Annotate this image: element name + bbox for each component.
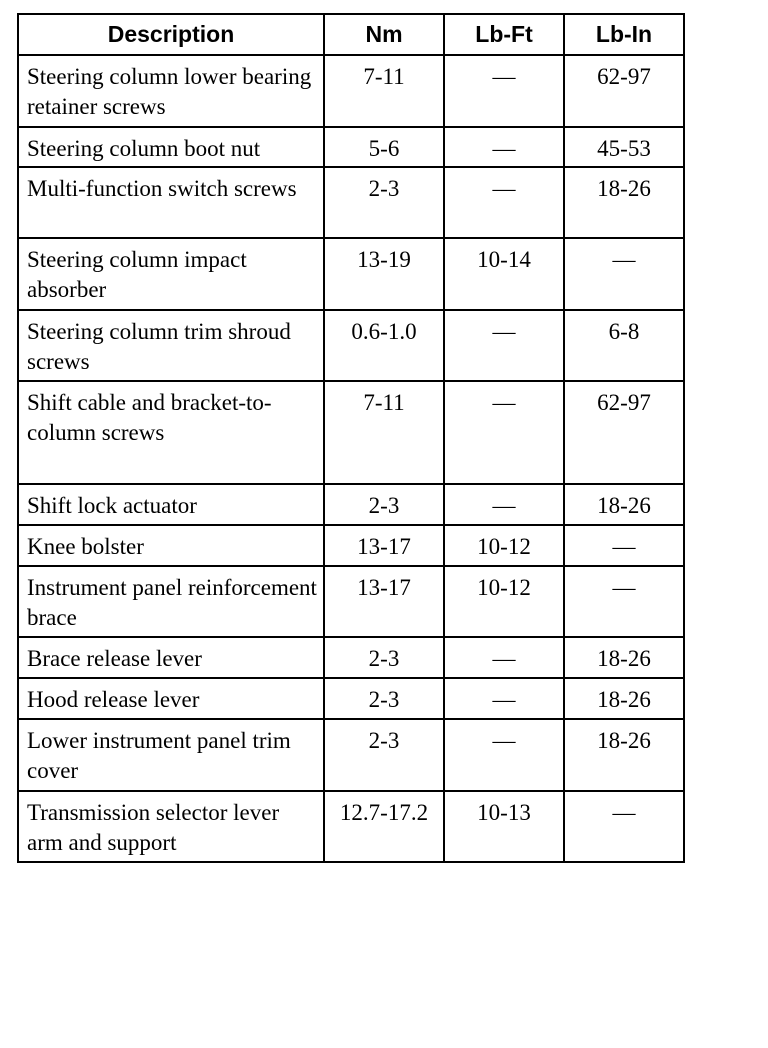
value-cell: — (443, 166, 565, 239)
header-cell: Lb-Ft (443, 13, 565, 56)
value-cell: 45-53 (563, 126, 685, 168)
table-row: Shift cable and bracket-to-column screws… (17, 380, 685, 485)
table-row: Hood release lever 2-3—18-26 (17, 677, 685, 720)
value-cell: 13-17 (323, 565, 445, 638)
value-cell: 12.7-17.2 (323, 790, 445, 863)
value-cell: 0.6-1.0 (323, 309, 445, 382)
value-cell: — (563, 565, 685, 638)
value-cell: — (563, 524, 685, 567)
value-cell: — (443, 309, 565, 382)
value-cell: 5-6 (323, 126, 445, 168)
value-cell: 18-26 (563, 677, 685, 720)
value-cell: 2-3 (323, 166, 445, 239)
value-cell: — (443, 677, 565, 720)
description-cell: Knee bolster (17, 524, 325, 567)
value-cell: — (443, 54, 565, 128)
table-row: Transmission selector lever arm and supp… (17, 790, 685, 863)
value-cell: 7-11 (323, 54, 445, 128)
value-cell: 18-26 (563, 718, 685, 792)
value-cell: 7-11 (323, 380, 445, 485)
value-cell: — (563, 237, 685, 311)
value-cell: 62-97 (563, 54, 685, 128)
value-cell: 18-26 (563, 166, 685, 239)
value-cell: 13-17 (323, 524, 445, 567)
value-cell: — (443, 636, 565, 679)
value-cell: — (443, 718, 565, 792)
table-row: Knee bolster 13-17 10-12— (17, 524, 685, 567)
table-row: Steering column impact absorber 13-19 10-1… (17, 237, 685, 311)
header-cell: Description (17, 13, 325, 56)
description-cell: Multi-function switch screws (17, 166, 325, 239)
value-cell: 10-12 (443, 524, 565, 567)
table-row: Steering column trim shroud screws 0.6-1.… (17, 309, 685, 382)
table-row: Multi-function switch screws 2-3—18-26 (17, 166, 685, 239)
value-cell: — (443, 126, 565, 168)
table-row: Instrument panel reinforcement brace 13-1… (17, 565, 685, 638)
value-cell: 2-3 (323, 636, 445, 679)
value-cell: 10-13 (443, 790, 565, 863)
description-cell: Steering column boot nut (17, 126, 325, 168)
header-cell: Nm (323, 13, 445, 56)
table-row: Steering column lower bearing retainer s… (17, 54, 685, 128)
description-cell: Instrument panel reinforcement brace (17, 565, 325, 638)
value-cell: 10-14 (443, 237, 565, 311)
value-cell: 2-3 (323, 718, 445, 792)
description-cell: Transmission selector lever arm and supp… (17, 790, 325, 863)
value-cell: 18-26 (563, 483, 685, 526)
table-row: Brace release lever 2-3—18-26 (17, 636, 685, 679)
description-cell: Shift lock actuator (17, 483, 325, 526)
value-cell: 10-12 (443, 565, 565, 638)
table-row: Lower instrument panel trim cover 2-3—18-… (17, 718, 685, 792)
header-row: Description Nm Lb-Ft Lb-In (17, 13, 685, 56)
table-row: Steering column boot nut 5-6—45-53 (17, 126, 685, 168)
description-cell: Steering column trim shroud screws (17, 309, 325, 382)
torque-table: Description Nm Lb-Ft Lb-In Steering column … (17, 13, 685, 863)
description-cell: Steering column impact absorber (17, 237, 325, 311)
value-cell: 2-3 (323, 677, 445, 720)
description-cell: Steering column lower bearing retainer s… (17, 54, 325, 128)
value-cell: 18-26 (563, 636, 685, 679)
value-cell: 6-8 (563, 309, 685, 382)
value-cell: — (443, 380, 565, 485)
table-row: Shift lock actuator 2-3—18-26 (17, 483, 685, 526)
value-cell: — (563, 790, 685, 863)
value-cell: 62-97 (563, 380, 685, 485)
header-cell: Lb-In (563, 13, 685, 56)
description-cell: Lower instrument panel trim cover (17, 718, 325, 792)
description-cell: Hood release lever (17, 677, 325, 720)
value-cell: — (443, 483, 565, 526)
description-cell: Shift cable and bracket-to-column screws (17, 380, 325, 485)
value-cell: 2-3 (323, 483, 445, 526)
value-cell: 13-19 (323, 237, 445, 311)
description-cell: Brace release lever (17, 636, 325, 679)
